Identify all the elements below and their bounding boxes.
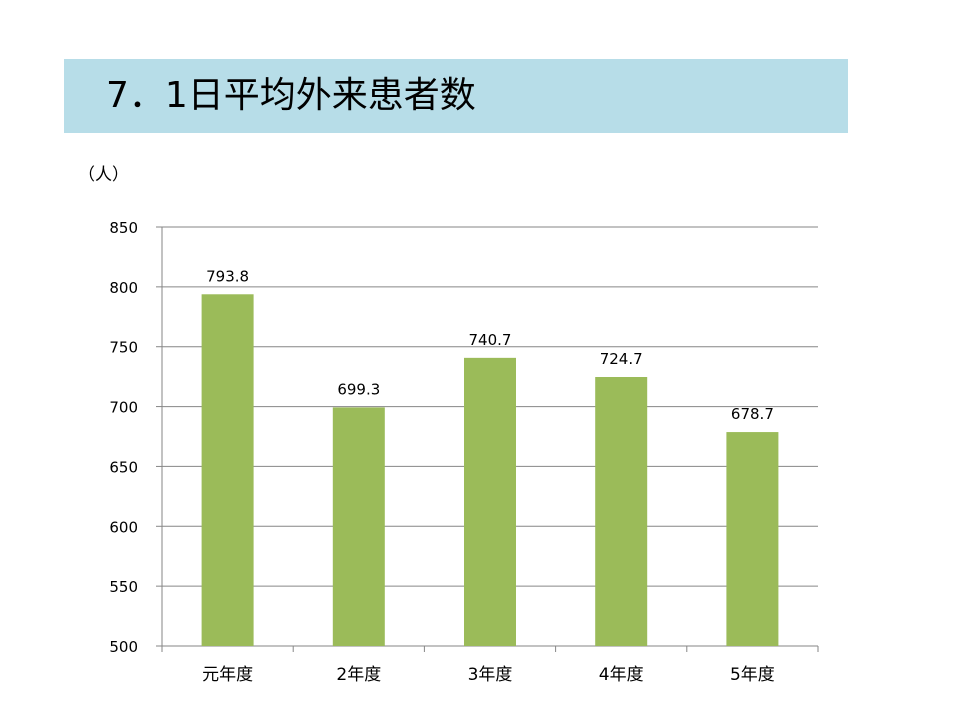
y-tick-label: 600: [109, 518, 138, 536]
page-title: 7．1日平均外来患者数: [106, 75, 476, 116]
data-label: 793.8: [206, 267, 249, 285]
x-tick-label: 元年度: [202, 665, 253, 685]
bar: [595, 377, 648, 646]
bar: [464, 357, 516, 646]
y-tick-label: 550: [109, 578, 138, 596]
y-tick-label: 800: [109, 279, 138, 297]
title-band: 7．1日平均外来患者数: [64, 59, 848, 133]
y-axis-unit-label: （人）: [78, 165, 129, 185]
bar: [332, 407, 385, 646]
data-label: 724.7: [600, 350, 643, 368]
x-tick-label: 4年度: [599, 665, 644, 685]
data-label: 740.7: [469, 331, 512, 349]
y-tick-label: 650: [109, 458, 138, 476]
y-tick-label: 850: [109, 219, 138, 237]
bar: [201, 294, 254, 646]
data-label: 699.3: [337, 380, 380, 398]
y-tick-label: 750: [109, 339, 138, 357]
bar: [726, 432, 779, 646]
y-tick-label: 500: [109, 638, 138, 656]
x-tick-label: 2年度: [336, 665, 381, 685]
y-tick-label: 700: [109, 399, 138, 417]
x-tick-label: 5年度: [730, 665, 775, 685]
x-tick-label: 3年度: [468, 665, 513, 685]
data-label: 678.7: [731, 405, 774, 423]
